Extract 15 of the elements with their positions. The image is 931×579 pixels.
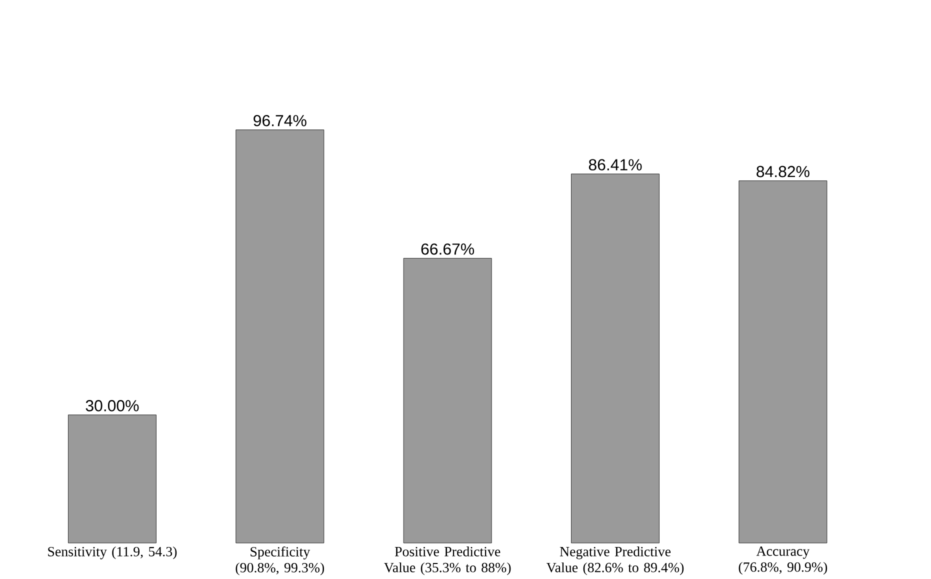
x-tick-label: Specificity (90.8%, 99.3%)	[236, 546, 324, 576]
x-tick-label: Sensitivity (11.9, 54.3)	[48, 546, 177, 560]
data-label: 84.82%	[756, 166, 810, 178]
data-label: 96.74%	[254, 115, 306, 127]
data-label: 30.00%	[86, 400, 139, 412]
x-tick-label: Accuracy (76.8%, 90.9%)	[738, 546, 828, 575]
data-label: 86.41%	[588, 159, 642, 171]
bar	[403, 258, 492, 544]
bar	[68, 414, 156, 544]
x-tick-label: Positive Predictive Value (35.3% to 88%)	[384, 546, 511, 576]
x-tick-label: Negative Predictive Value (82.6% to 89.4%)	[546, 546, 684, 576]
bar	[738, 180, 828, 544]
data-label: 66.67%	[421, 244, 474, 255]
bar	[571, 174, 660, 544]
bar	[236, 130, 324, 544]
